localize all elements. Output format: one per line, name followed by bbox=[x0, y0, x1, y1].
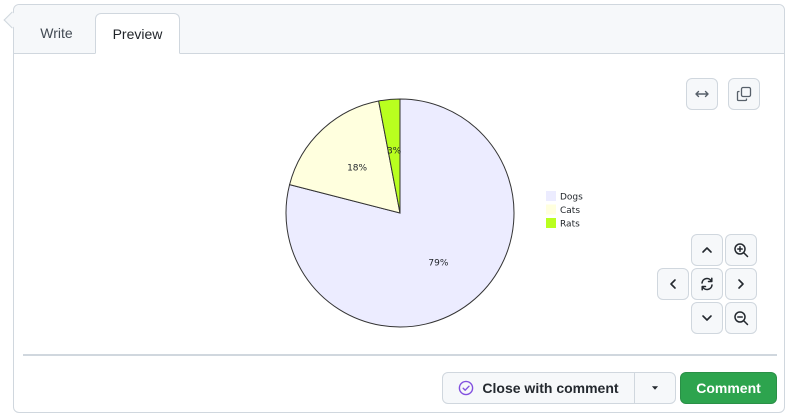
pie-slice-rats bbox=[378, 98, 401, 214]
zoom-in-button[interactable] bbox=[725, 234, 757, 266]
pie-label-dogs: 79% bbox=[428, 259, 448, 269]
tab-bar: Write Preview bbox=[14, 5, 784, 54]
tab-write[interactable]: Write bbox=[40, 25, 73, 41]
sync-icon bbox=[701, 277, 713, 291]
pan-right-button[interactable] bbox=[725, 268, 757, 300]
zoom-out-icon bbox=[734, 311, 749, 326]
close-with-comment-label: Close with comment bbox=[482, 380, 619, 396]
pie-slice-cats bbox=[288, 100, 401, 214]
pie-chart: 79% 18% 3% Dogs Cats Rats bbox=[285, 98, 583, 328]
comment-box: Write Preview 79% 18% 3% Dogs Cats Rats bbox=[13, 4, 785, 413]
triangle-down-icon bbox=[651, 386, 659, 390]
legend-label-rats: Rats bbox=[560, 220, 580, 230]
pie-slice-dogs bbox=[285, 98, 515, 328]
chevron-left-icon bbox=[670, 279, 676, 289]
pie-label-rats: 3% bbox=[387, 147, 402, 157]
comment-button[interactable]: Comment bbox=[680, 372, 777, 404]
chevron-up-icon bbox=[702, 247, 712, 253]
check-circle-icon bbox=[459, 380, 474, 396]
zoom-out-button[interactable] bbox=[725, 302, 757, 334]
copy-icon bbox=[736, 86, 752, 102]
pan-up-button[interactable] bbox=[691, 234, 723, 266]
expand-button[interactable] bbox=[686, 78, 718, 110]
legend-swatch-dogs bbox=[546, 191, 556, 201]
pan-down-button[interactable] bbox=[691, 302, 723, 334]
arrows-horizontal-icon bbox=[695, 90, 709, 98]
chevron-down-icon bbox=[702, 315, 712, 321]
reset-view-button[interactable] bbox=[691, 268, 723, 300]
chevron-right-icon bbox=[738, 279, 744, 289]
legend-label-cats: Cats bbox=[560, 206, 580, 216]
close-with-comment-button[interactable]: Close with comment bbox=[443, 373, 634, 403]
zoom-in-icon bbox=[734, 243, 749, 258]
legend-swatch-cats bbox=[546, 204, 556, 215]
divider bbox=[23, 354, 777, 356]
copy-button[interactable] bbox=[728, 78, 760, 110]
pan-left-button[interactable] bbox=[657, 268, 689, 300]
tab-preview[interactable]: Preview bbox=[95, 13, 180, 54]
legend-swatch-rats bbox=[546, 218, 556, 228]
pie-label-cats: 18% bbox=[347, 163, 367, 173]
close-with-comment-group: Close with comment bbox=[442, 372, 676, 404]
legend-label-dogs: Dogs bbox=[560, 193, 583, 203]
comment-label: Comment bbox=[696, 380, 761, 396]
close-options-dropdown[interactable] bbox=[634, 373, 675, 403]
